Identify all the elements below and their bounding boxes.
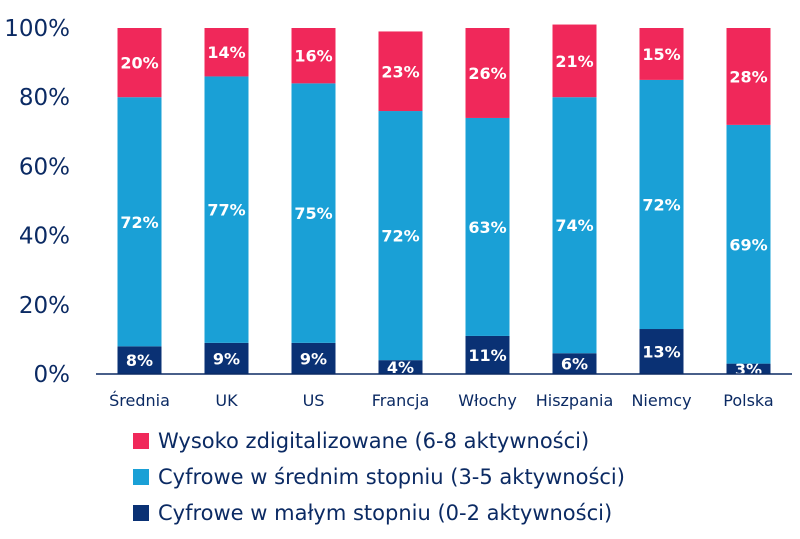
data-label: 14% xyxy=(207,43,245,62)
legend-swatch xyxy=(133,505,149,521)
data-label: 4% xyxy=(387,358,414,377)
data-label: 15% xyxy=(642,45,680,64)
bar-segment xyxy=(726,124,771,364)
bar-segment xyxy=(291,28,336,84)
data-label: 74% xyxy=(555,216,593,235)
bar-segment xyxy=(378,360,423,374)
x-tick-label: US xyxy=(303,391,325,410)
y-tick-label: 40% xyxy=(19,224,70,250)
bar-group: 11% 63% 26% xyxy=(465,28,510,374)
bar-group: 6% 74% 21% xyxy=(552,24,597,374)
y-tick-label: 20% xyxy=(19,293,70,319)
x-tick-label: Polska xyxy=(723,391,773,410)
bar-group: 8% 72% 20% xyxy=(117,28,162,374)
bar-segment xyxy=(204,342,249,374)
y-tick-label: 0% xyxy=(34,362,71,388)
y-tick-label: 100% xyxy=(4,16,70,42)
bar-segment xyxy=(291,342,336,374)
x-tick-label: Francja xyxy=(372,391,430,410)
data-label: 9% xyxy=(213,349,240,368)
data-label: 16% xyxy=(294,47,332,66)
x-tick-label: Średnia xyxy=(109,391,170,410)
x-axis: Średnia UK US Francja Włochy Hiszpania Niemcy P… xyxy=(109,391,774,410)
data-label: 72% xyxy=(120,213,158,232)
x-tick-label: UK xyxy=(215,391,238,410)
data-label: 21% xyxy=(555,52,593,71)
bar-group: 3%69%28% xyxy=(726,28,771,379)
bar-segment xyxy=(291,83,336,343)
legend-swatch xyxy=(133,469,149,485)
bar-segment xyxy=(465,117,510,336)
bar-group: 9% 77% 14% xyxy=(204,28,249,374)
data-label: 9% xyxy=(300,349,327,368)
bar-segment xyxy=(465,335,510,374)
bar-segment xyxy=(204,28,249,77)
data-label: 63% xyxy=(468,218,506,237)
y-axis: 0% 20% 40% 60% 80% 100% xyxy=(4,16,70,388)
data-label: 20% xyxy=(120,54,158,73)
legend-label: Cyfrowe w małym stopniu (0-2 aktywności) xyxy=(158,501,612,525)
data-label: 6% xyxy=(561,355,588,374)
data-label: 72% xyxy=(381,227,419,246)
x-tick-label: Hiszpania xyxy=(536,391,614,410)
bar-segment xyxy=(378,111,423,361)
bar-group: 4% 72% 23% xyxy=(378,31,423,377)
data-label: 72% xyxy=(642,195,680,214)
legend: Wysoko zdigitalizowane (6-8 aktywności) C… xyxy=(133,429,625,525)
bar-segment xyxy=(204,76,249,343)
data-label: 23% xyxy=(381,62,419,81)
legend-label: Wysoko zdigitalizowane (6-8 aktywności) xyxy=(158,429,589,453)
data-label: 77% xyxy=(207,201,245,220)
bar-segment xyxy=(639,79,684,330)
legend-label: Cyfrowe w średnim stopniu (3-5 aktywnośc… xyxy=(158,465,625,489)
data-label: 11% xyxy=(468,346,506,365)
bar-segment xyxy=(117,28,162,98)
bar-segment xyxy=(639,329,684,374)
data-label: 28% xyxy=(729,67,767,86)
bar-group: 13% 72% 15% xyxy=(639,28,684,374)
y-tick-label: 80% xyxy=(19,85,70,111)
bar-segment xyxy=(726,28,771,125)
bar-segment xyxy=(552,353,597,374)
y-tick-label: 60% xyxy=(19,154,70,180)
bar-segment xyxy=(552,24,597,98)
bar-group: 9% 75% 16% xyxy=(291,28,336,374)
legend-swatch xyxy=(133,433,149,449)
x-tick-label: Włochy xyxy=(458,391,517,410)
bar-segment xyxy=(639,28,684,80)
bar-segment xyxy=(465,28,510,118)
data-label: 26% xyxy=(468,64,506,83)
bar-segment xyxy=(552,97,597,354)
bar-segment xyxy=(726,363,771,374)
bar-segment xyxy=(117,97,162,347)
bar-segment xyxy=(117,346,162,374)
data-label: 13% xyxy=(642,343,680,362)
data-label: 69% xyxy=(729,235,767,254)
bar-segment xyxy=(378,31,423,112)
data-label: 75% xyxy=(294,204,332,223)
x-tick-label: Niemcy xyxy=(631,391,691,410)
data-label: 8% xyxy=(126,351,153,370)
bars: 8% 72% 20% 9% 77% 14% 9% 75% 16% 4% 72% 23% 11% 63% 26… xyxy=(117,24,771,379)
